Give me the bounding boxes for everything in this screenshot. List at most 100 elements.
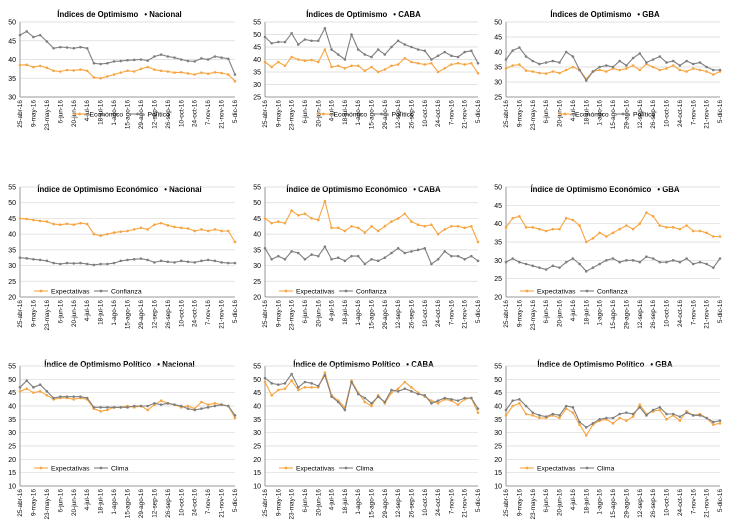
- x-tick-label: 5-dic-16: [475, 100, 482, 124]
- data-point: [718, 68, 722, 72]
- data-point: [92, 61, 96, 65]
- data-point: [220, 71, 223, 75]
- data-point: [691, 414, 695, 417]
- data-point: [323, 374, 327, 377]
- data-point: [310, 253, 313, 256]
- data-point: [146, 258, 149, 262]
- x-tick-label: 7-nov-16: [205, 100, 212, 126]
- x-tick-label: 10-oct-16: [422, 489, 429, 516]
- data-point: [476, 61, 480, 65]
- data-point: [538, 266, 541, 269]
- x-tick-label: 1-ago-16: [597, 489, 604, 515]
- x-tick-label: 6-jun-16: [302, 100, 309, 124]
- x-tick-label: 18-jul-16: [342, 300, 349, 325]
- data-point: [330, 226, 333, 230]
- data-point: [32, 65, 35, 69]
- data-point: [436, 402, 440, 405]
- chart-region: • GBA: [657, 185, 680, 194]
- x-tick-label: 23-may-16: [289, 300, 296, 331]
- data-point: [611, 231, 615, 235]
- data-point: [370, 65, 373, 69]
- x-tick-label: 25-abr-16: [17, 489, 24, 517]
- data-point: [685, 257, 688, 260]
- x-tick-label: 21-nov-16: [462, 100, 469, 129]
- data-point: [638, 403, 642, 406]
- data-point: [85, 222, 89, 226]
- data-point: [376, 70, 380, 74]
- data-point: [146, 408, 149, 412]
- y-tick-label: 40: [8, 404, 16, 411]
- data-point: [423, 63, 427, 66]
- y-tick-label: 45: [253, 390, 261, 397]
- data-point: [511, 399, 514, 402]
- data-point: [72, 398, 76, 401]
- data-point: [631, 56, 635, 60]
- x-tick-label: 1-ago-16: [111, 300, 118, 326]
- x-tick-label: 20-jun-16: [557, 300, 564, 327]
- x-tick-label: 15-ago-16: [369, 489, 376, 519]
- data-point: [370, 55, 373, 59]
- data-point: [65, 46, 69, 49]
- data-point: [456, 399, 460, 402]
- x-tick-label: 4-jul-16: [329, 100, 336, 122]
- data-point: [450, 63, 453, 66]
- y-tick-label: 30: [8, 263, 16, 270]
- data-point: [611, 65, 615, 69]
- data-point: [691, 262, 695, 266]
- data-point: [443, 228, 447, 231]
- data-point: [638, 260, 642, 264]
- data-point: [356, 48, 360, 51]
- data-point: [139, 257, 143, 260]
- data-point: [443, 66, 447, 70]
- chart-panel-6: Índice de Optimismo Económico • GBA 20 25 30…: [494, 185, 724, 331]
- x-tick-label: 5-dic-16: [475, 489, 482, 513]
- data-point: [430, 223, 433, 227]
- legend-marker: [525, 289, 529, 293]
- chart-title-text: Índice de Optimismo Político: [44, 360, 151, 369]
- data-point: [571, 55, 575, 58]
- data-point: [283, 64, 287, 68]
- y-tick-label: 40: [253, 57, 261, 64]
- data-point: [524, 404, 528, 408]
- data-point: [531, 414, 535, 417]
- x-tick-label: 1-ago-16: [111, 100, 118, 126]
- x-tick-label: 25-abr-16: [17, 100, 24, 128]
- data-point: [72, 395, 76, 398]
- x-tick-label: 1-ago-16: [111, 489, 118, 515]
- data-point: [396, 390, 400, 393]
- y-tick-label: 20: [494, 457, 502, 464]
- data-point: [665, 260, 668, 264]
- x-tick-label: 15-ago-16: [610, 100, 617, 130]
- data-point: [79, 261, 82, 265]
- data-point: [450, 54, 453, 58]
- series-line-político: [19, 30, 236, 75]
- data-point: [200, 228, 203, 231]
- x-tick-label: 4-jul-16: [84, 300, 91, 322]
- x-tick-label: 6-jun-16: [57, 489, 64, 513]
- x-tick-label: 18-jul-16: [98, 489, 105, 514]
- chart-region: • GBA: [637, 10, 660, 19]
- y-tick-label: 20: [253, 457, 261, 464]
- data-point: [476, 259, 480, 263]
- data-point: [651, 215, 655, 218]
- y-tick-label: 25: [494, 276, 502, 283]
- data-point: [296, 43, 300, 46]
- x-tick-label: 9-may-16: [516, 100, 523, 127]
- y-tick-label: 35: [8, 247, 16, 254]
- data-point: [303, 257, 307, 261]
- data-point: [712, 68, 715, 72]
- x-tick-label: 20-jun-16: [71, 100, 78, 127]
- data-point: [226, 73, 230, 76]
- x-tick-label: 1-ago-16: [355, 489, 362, 515]
- data-point: [544, 268, 548, 271]
- x-tick-label: 24-oct-16: [435, 100, 442, 127]
- data-point: [350, 254, 353, 258]
- data-point: [59, 45, 62, 49]
- data-point: [645, 211, 648, 214]
- data-point: [456, 254, 460, 258]
- data-point: [678, 419, 682, 422]
- data-point: [52, 69, 55, 73]
- legend-marker: [344, 466, 348, 470]
- x-tick-label: 23-may-16: [289, 489, 296, 520]
